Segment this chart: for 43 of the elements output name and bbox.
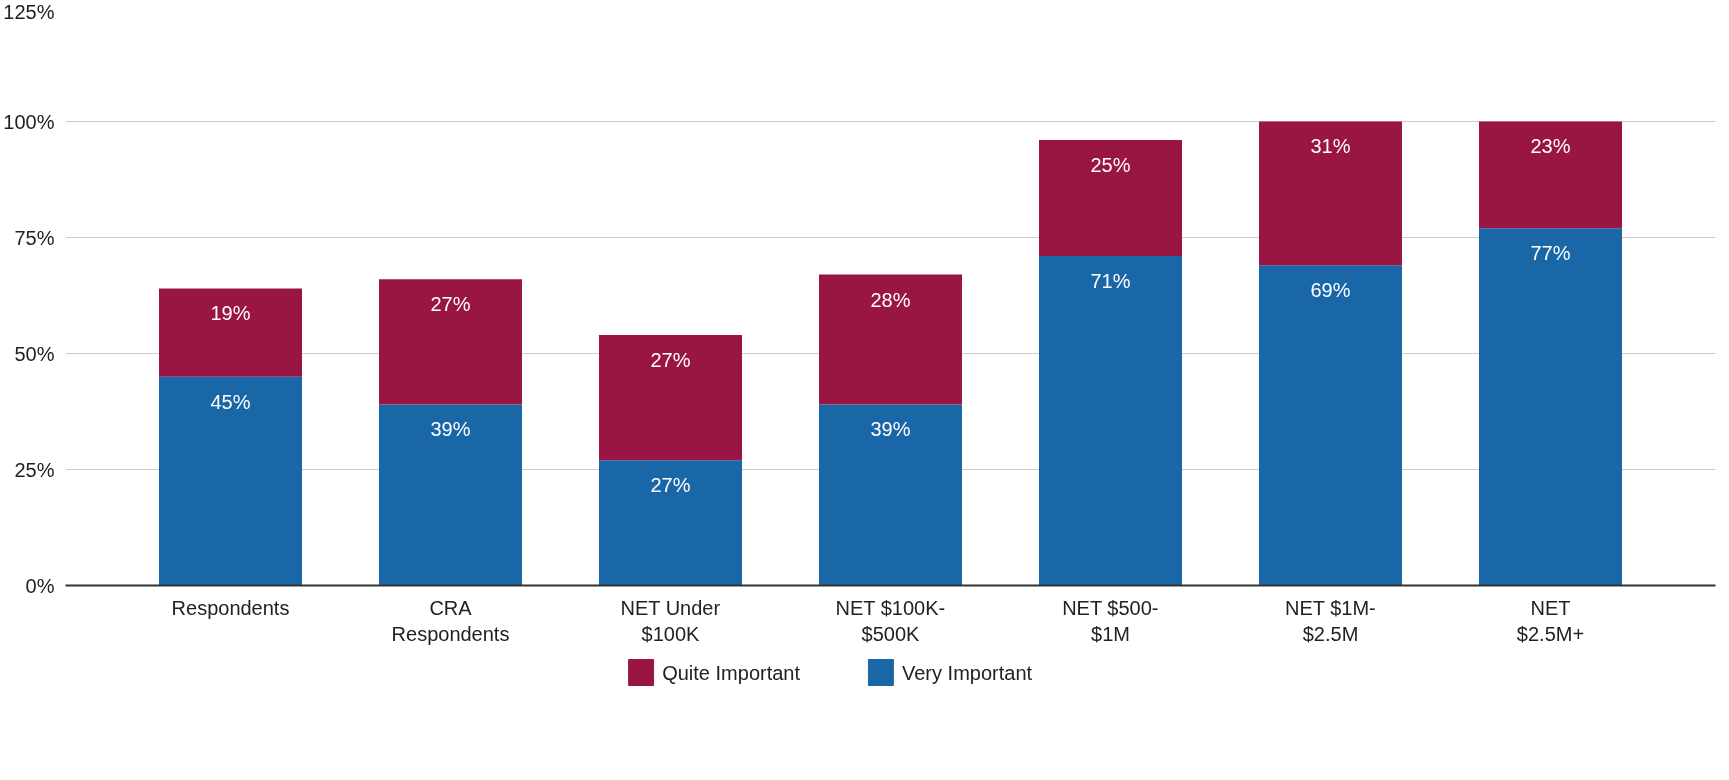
- x-tick-label: CRA Respondents: [391, 596, 510, 645]
- bar: [1259, 265, 1402, 586]
- y-tick-label: 25%: [14, 458, 55, 481]
- legend-label: Quite Important: [662, 661, 801, 684]
- bar: [379, 404, 522, 586]
- data-label: 25%: [1090, 153, 1131, 176]
- data-label: 45%: [210, 390, 251, 413]
- data-label: 39%: [870, 418, 911, 441]
- y-tick-label: 125%: [3, 0, 55, 23]
- x-tick-label: NET $100K- $500K: [835, 596, 946, 645]
- bar: [1479, 228, 1622, 586]
- data-label: 27%: [650, 348, 691, 371]
- data-label: 27%: [650, 474, 691, 497]
- data-label: 28%: [870, 288, 911, 311]
- legend-label: Very Important: [902, 661, 1033, 684]
- y-tick-label: 0%: [25, 574, 55, 597]
- bar: [599, 334, 742, 461]
- data-label: 19%: [210, 302, 251, 325]
- bar: [1259, 121, 1402, 266]
- y-tick-label: 100%: [3, 110, 55, 133]
- bar: [1039, 140, 1182, 257]
- bar: [599, 460, 742, 586]
- x-tick-label: NET $2.5M+: [1516, 596, 1585, 645]
- data-label: 23%: [1530, 135, 1571, 158]
- bar: [1039, 256, 1182, 586]
- y-tick-label: 75%: [14, 226, 55, 249]
- data-label: 31%: [1310, 135, 1351, 158]
- y-tick-label: 50%: [14, 342, 55, 365]
- x-tick-label: NET $500- $1M: [1062, 596, 1159, 645]
- bar: [159, 288, 302, 377]
- x-tick-label: NET Under $100K: [620, 596, 721, 645]
- data-label: 71%: [1090, 269, 1131, 292]
- bar: [159, 376, 302, 586]
- x-tick-label: NET $1M- $2.5M: [1284, 596, 1376, 645]
- bar: [1479, 121, 1622, 229]
- bar: [819, 404, 962, 586]
- data-label: 27%: [430, 293, 471, 316]
- data-label: 77%: [1530, 242, 1571, 265]
- data-label: 69%: [1310, 279, 1351, 302]
- x-tick-label: Respondents: [171, 596, 290, 619]
- bar: [379, 279, 522, 405]
- bar: [819, 274, 962, 405]
- data-label: 39%: [430, 418, 471, 441]
